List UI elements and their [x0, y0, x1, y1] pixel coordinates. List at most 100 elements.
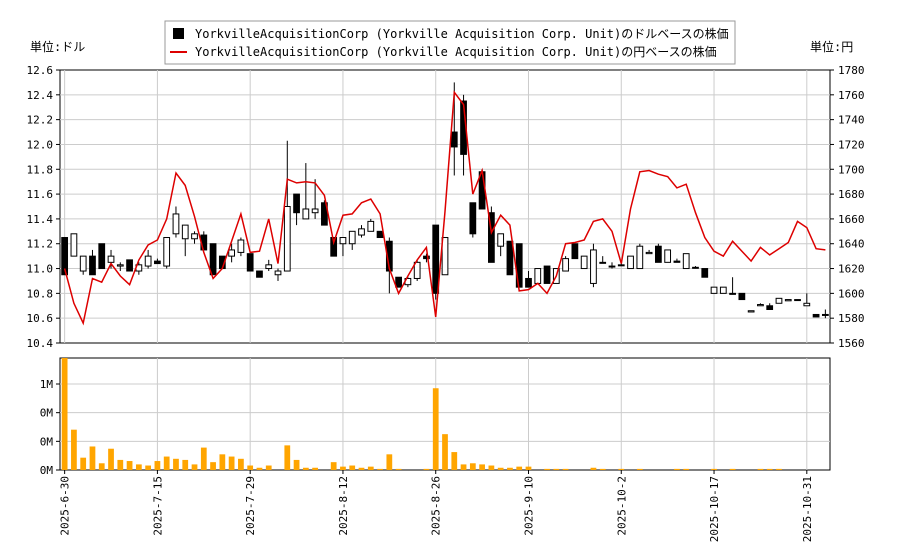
legend-box [164, 20, 736, 65]
usd-candle [358, 225, 365, 238]
volume-bar [191, 464, 198, 470]
usd-candle [747, 310, 755, 313]
candle-body [497, 233, 505, 247]
candle-body [79, 255, 87, 272]
volume-bar [117, 459, 124, 470]
usd-candle [274, 268, 282, 281]
candle-body [432, 224, 440, 294]
volume-bar [163, 456, 170, 470]
usd-candle [321, 200, 328, 226]
usd-candle [738, 292, 746, 301]
x-tick-label: 2025-7-29 [244, 476, 257, 536]
candle-body [163, 237, 171, 267]
candle-body [571, 243, 579, 260]
candle-body [172, 213, 180, 235]
volume-bar [340, 466, 346, 470]
usd-candle [302, 163, 310, 220]
candle-body [701, 268, 709, 278]
volume-bars [61, 358, 782, 470]
left-tick-label: 10.4 [27, 337, 54, 350]
candle-body [191, 233, 198, 240]
usd-candle [154, 258, 161, 265]
usd-candles [61, 82, 829, 319]
usd-candle [181, 224, 189, 257]
volume-bar [377, 468, 383, 470]
candle-body [636, 245, 644, 270]
usd-candle [562, 256, 569, 272]
candle-body [367, 220, 375, 232]
left-tick-label: 10.6 [27, 312, 54, 325]
volume-bar [173, 458, 179, 470]
usd-candle [79, 255, 87, 275]
volume-bar [674, 468, 680, 470]
volume-bar [395, 468, 402, 470]
candle-body [812, 313, 820, 318]
volume-bar [61, 358, 68, 470]
volume-bar [488, 465, 495, 470]
usd-candle [246, 253, 254, 272]
candle-body [590, 249, 597, 284]
candle-body [413, 261, 421, 279]
volume-bar [210, 462, 216, 470]
usd-candle [543, 265, 551, 284]
candle-body [293, 193, 300, 214]
usd-candle [395, 276, 402, 288]
volume-bar [284, 445, 291, 470]
left-tick-label: 12.4 [27, 89, 54, 102]
right-tick-label: 1720 [838, 138, 865, 151]
usd-candle [191, 231, 198, 244]
candle-body [757, 304, 764, 307]
volume-bar [135, 464, 142, 470]
usd-candle [821, 309, 829, 319]
usd-candle [432, 224, 440, 300]
volume-bar [590, 467, 597, 470]
candle-body [228, 249, 236, 257]
x-tick-label: 2025-10-17 [708, 476, 721, 542]
candle-body [488, 212, 495, 263]
candle-body [729, 292, 736, 295]
usd-candle [126, 259, 133, 272]
x-tick-label: 2025-10-31 [801, 476, 814, 542]
usd-candle [293, 193, 300, 226]
x-tick-label: 2025-8-12 [337, 476, 350, 536]
volume-bar [553, 468, 560, 470]
candle-body [645, 251, 653, 255]
usd-candle [70, 233, 78, 257]
usd-candle [636, 243, 644, 270]
candle-body [209, 243, 217, 276]
volume-bar [80, 457, 87, 470]
candle-body [154, 260, 161, 265]
left-tick-label: 11.4 [27, 213, 54, 226]
candle-body [710, 286, 718, 294]
usd-candle [506, 240, 514, 276]
volume-bar [98, 463, 105, 470]
usd-candle [812, 313, 820, 318]
legend-jpy-label: YorkvilleAcquisitionCorp (Yorkville Acqu… [195, 44, 717, 59]
candle-body [348, 230, 356, 245]
candle-body [144, 255, 152, 267]
left-tick-label: 12.6 [27, 64, 54, 77]
volume-bar [599, 468, 606, 470]
volume-bar [469, 463, 476, 470]
candle-body [580, 255, 588, 270]
usd-candle [144, 249, 152, 269]
usd-candle [107, 249, 115, 269]
volume-bar [757, 468, 764, 470]
usd-candle [89, 249, 96, 276]
usd-candle [803, 293, 811, 307]
volume-bar [330, 462, 337, 470]
volume-bar [302, 467, 309, 470]
usd-candle [775, 297, 783, 304]
candle-body [543, 265, 551, 284]
usd-candle [794, 299, 801, 302]
volume-bar [479, 464, 485, 470]
usd-candle [209, 243, 217, 276]
volume-bar [442, 434, 448, 470]
candle-body [664, 249, 672, 263]
usd-candle [172, 206, 180, 238]
candle-body [274, 270, 282, 276]
right-tick-label: 1760 [838, 89, 865, 102]
volume-bar [432, 388, 439, 470]
volume-tick-label: 1M [40, 378, 54, 391]
usd-candle [367, 218, 375, 232]
